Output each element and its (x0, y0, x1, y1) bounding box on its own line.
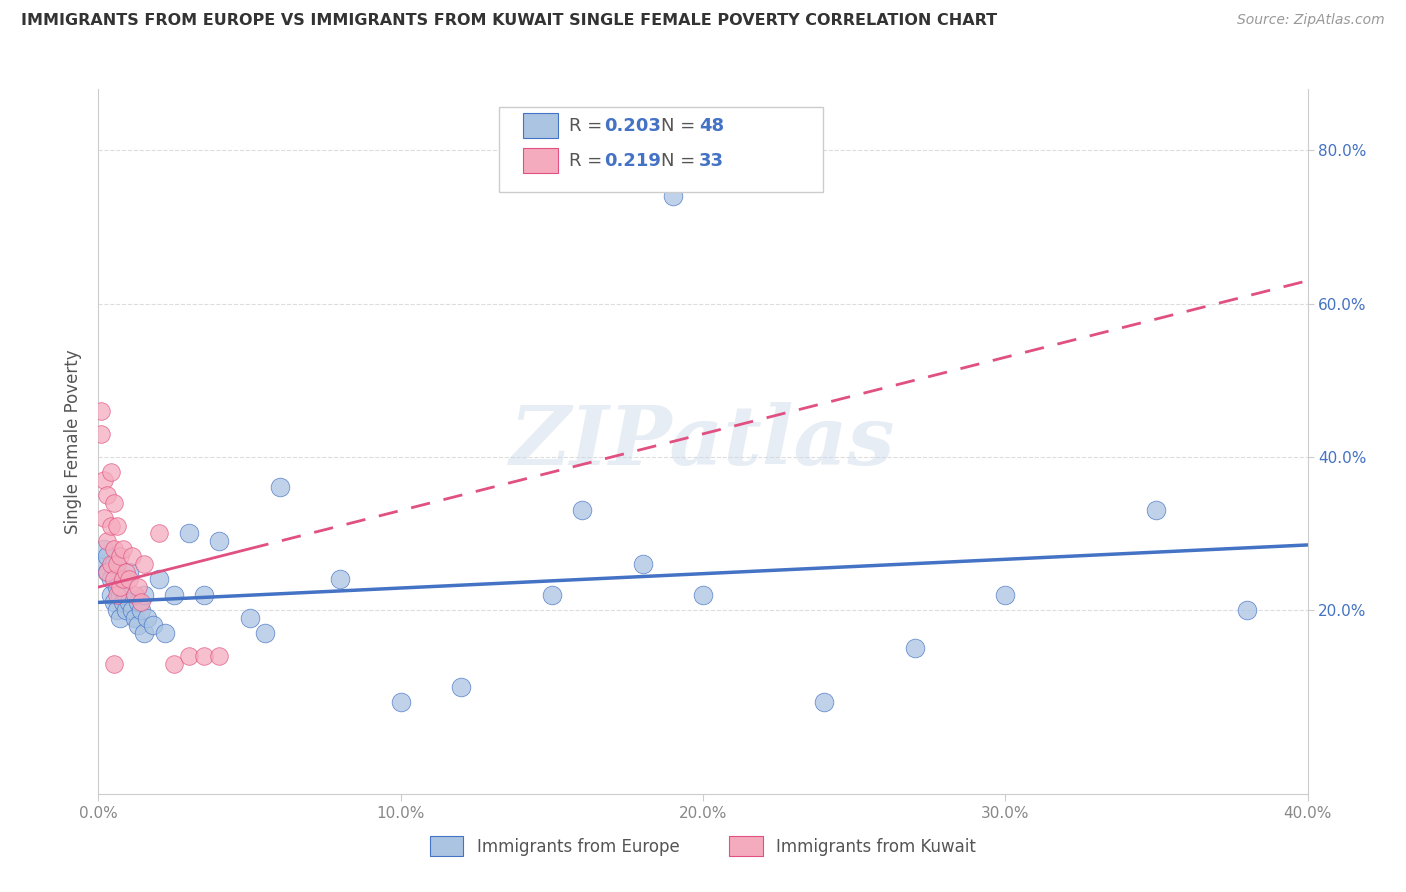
Point (111, 595, 134, 609)
Text: 0.219: 0.219 (605, 152, 661, 169)
Text: 0.203: 0.203 (605, 117, 661, 135)
Point (118, 565, 141, 579)
Point (111, 573, 134, 587)
Point (100, 557, 122, 571)
Y-axis label: Single Female Poverty: Single Female Poverty (65, 350, 83, 533)
Point (121, 549, 143, 564)
Point (103, 496, 125, 510)
Point (571, 503, 593, 517)
Point (208, 534, 231, 549)
Point (127, 595, 149, 609)
Point (114, 603, 136, 617)
Text: N =: N = (661, 152, 700, 169)
Point (179, 526, 201, 541)
Point (239, 610, 262, 624)
Point (90, 426, 112, 441)
Point (103, 657, 125, 671)
Point (105, 588, 128, 602)
Point (994, 588, 1017, 602)
Point (108, 610, 131, 624)
Point (118, 573, 141, 587)
Point (111, 573, 134, 587)
Point (105, 557, 128, 571)
Point (121, 603, 143, 617)
Text: R =: R = (569, 117, 609, 135)
Text: N =: N = (661, 117, 700, 135)
Text: Source: ZipAtlas.com: Source: ZipAtlas.com (1237, 13, 1385, 28)
Point (193, 588, 215, 602)
Point (93, 541, 115, 556)
Point (96, 565, 118, 579)
Point (661, 189, 683, 203)
Point (90, 557, 112, 571)
Point (108, 549, 131, 564)
Point (129, 595, 152, 609)
Point (108, 580, 131, 594)
Point (105, 518, 128, 533)
Point (132, 626, 155, 640)
Point (96, 549, 118, 564)
Text: R =: R = (569, 152, 609, 169)
Text: ZIPatlas: ZIPatlas (510, 401, 896, 482)
Point (90, 404, 112, 418)
Point (96, 534, 118, 549)
Point (132, 557, 155, 571)
Point (692, 588, 714, 602)
Point (100, 465, 122, 479)
Point (813, 695, 835, 709)
Point (100, 573, 122, 587)
Point (179, 648, 201, 663)
Point (114, 588, 136, 602)
Point (142, 618, 165, 632)
Point (103, 557, 125, 571)
Point (329, 573, 352, 587)
Point (904, 641, 927, 656)
Text: 48: 48 (699, 117, 724, 135)
Point (124, 610, 146, 624)
Point (148, 573, 170, 587)
Point (93, 473, 115, 487)
Point (103, 573, 125, 587)
Point (389, 695, 412, 709)
Point (93, 511, 115, 525)
Point (127, 580, 149, 594)
Point (127, 618, 149, 632)
Point (105, 580, 128, 594)
Point (148, 526, 170, 541)
Point (111, 541, 134, 556)
Point (129, 603, 152, 617)
Point (108, 588, 131, 602)
Point (114, 565, 136, 579)
Point (100, 518, 122, 533)
Point (163, 657, 186, 671)
Point (96, 565, 118, 579)
Point (135, 610, 157, 624)
Point (540, 588, 562, 602)
Point (124, 588, 146, 602)
Point (163, 588, 186, 602)
Point (153, 626, 176, 640)
Point (631, 557, 654, 571)
Point (132, 588, 155, 602)
Text: 33: 33 (699, 152, 724, 169)
Point (96, 488, 118, 502)
Point (100, 588, 122, 602)
Point (103, 595, 125, 609)
Point (105, 603, 128, 617)
Point (103, 541, 125, 556)
Point (269, 481, 291, 495)
Legend: Immigrants from Europe, Immigrants from Kuwait: Immigrants from Europe, Immigrants from … (423, 830, 983, 863)
Point (208, 648, 231, 663)
Point (193, 648, 215, 663)
Point (450, 680, 472, 694)
Point (118, 595, 141, 609)
Point (253, 626, 276, 640)
Point (1236, 603, 1258, 617)
Text: IMMIGRANTS FROM EUROPE VS IMMIGRANTS FROM KUWAIT SINGLE FEMALE POVERTY CORRELATI: IMMIGRANTS FROM EUROPE VS IMMIGRANTS FRO… (21, 13, 997, 29)
Point (1144, 503, 1167, 517)
